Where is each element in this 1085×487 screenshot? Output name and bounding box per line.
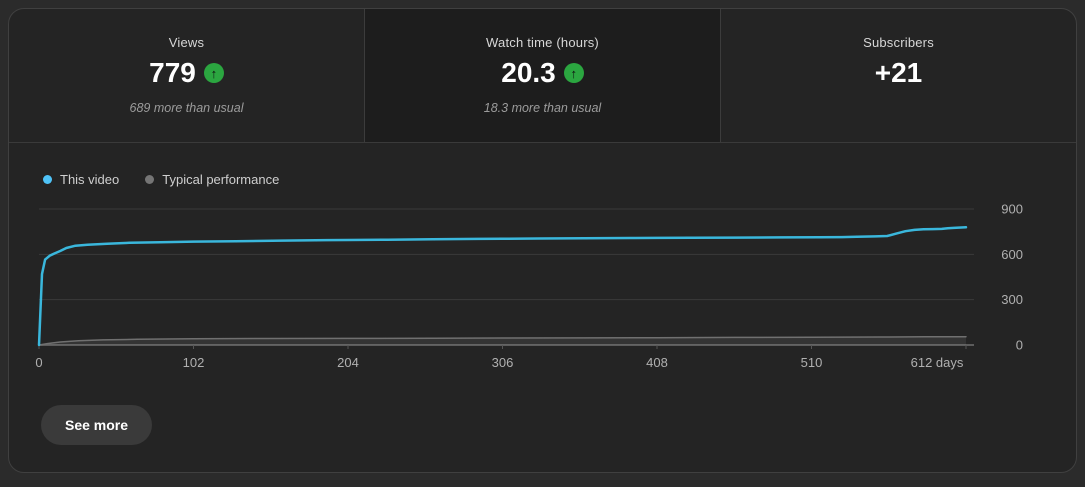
tab-subscribers-label: Subscribers [863, 35, 934, 50]
tab-views-label: Views [168, 35, 205, 50]
analytics-card: Views 779 ↑ 689 more than usual Watch ti… [8, 8, 1077, 473]
tab-subscribers-value: +21 [874, 57, 923, 88]
y-axis-label-0: 0 [1016, 338, 1023, 353]
tab-views-note: 689 more than usual [129, 101, 244, 115]
up-arrow-icon: ↑ [563, 63, 584, 83]
tab-watch-time[interactable]: Watch time (hours) 20.3 ↑ 18.3 more than… [364, 9, 720, 142]
legend-this-video-label: This video [60, 172, 120, 187]
legend-typical-performance-label: Typical performance [162, 172, 280, 187]
chart-plot-area[interactable] [39, 194, 974, 345]
chart-legend: This video Typical performance [43, 172, 279, 187]
legend-item-typical-performance[interactable]: Typical performance [145, 172, 279, 187]
see-more-button[interactable]: See more [41, 405, 153, 445]
tab-watch-time-note: 18.3 more than usual [483, 101, 602, 115]
x-axis-label-612: 612 days [911, 355, 964, 370]
tab-views-value: 779 [149, 57, 196, 88]
metric-tabs: Views 779 ↑ 689 more than usual Watch ti… [9, 9, 1076, 143]
series-line-this-video [37, 226, 968, 347]
y-axis-label-600: 600 [1001, 247, 1023, 262]
tab-subscribers[interactable]: Subscribers +21 [720, 9, 1076, 142]
x-axis-label-102: 102 [183, 355, 205, 370]
performance-chart-svg[interactable]: 0 300 600 900 0 102 204 306 408 510 612 days [9, 9, 1076, 472]
legend-item-this-video[interactable]: This video [43, 172, 119, 187]
tab-watch-time-value-row: 20.3 ↑ [501, 59, 584, 87]
x-axis-label-510: 510 [801, 355, 823, 370]
y-axis-label-900: 900 [1001, 202, 1023, 217]
this-video-dot-icon [43, 175, 52, 184]
tab-watch-time-label: Watch time (hours) [486, 35, 599, 50]
x-axis-label-408: 408 [646, 355, 668, 370]
x-axis-label-0: 0 [35, 355, 42, 370]
x-axis-label-306: 306 [492, 355, 514, 370]
x-axis-label-204: 204 [337, 355, 359, 370]
typical-performance-dot-icon [145, 175, 155, 184]
tab-subscribers-value-row: +21 [875, 59, 923, 87]
tab-views-value-row: 779 ↑ [149, 59, 224, 87]
up-arrow-icon: ↑ [203, 63, 224, 83]
tab-views[interactable]: Views 779 ↑ 689 more than usual [9, 9, 364, 142]
y-axis-label-300: 300 [1001, 292, 1023, 307]
tab-watch-time-value: 20.3 [501, 57, 556, 88]
series-line-typical-performance [38, 335, 967, 346]
